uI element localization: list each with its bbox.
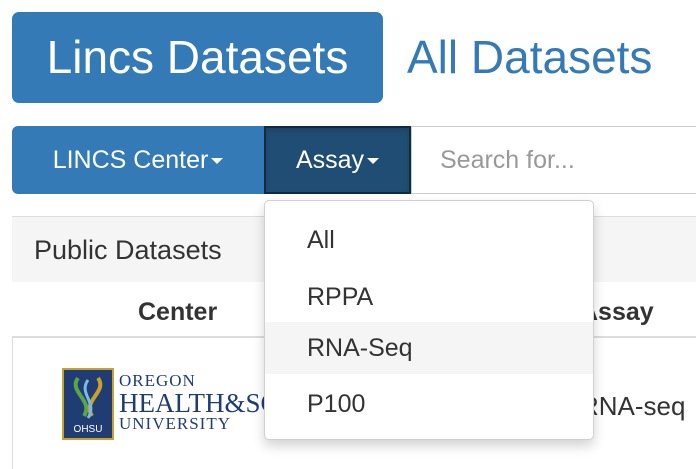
- lincs-center-label: LINCS Center: [52, 146, 209, 174]
- assay-label: Assay: [295, 146, 365, 174]
- dropdown-item-p100[interactable]: P100: [307, 390, 366, 418]
- ohsu-badge-icon: OHSU: [62, 368, 114, 440]
- column-header-center[interactable]: Center: [138, 298, 218, 326]
- tab-all-datasets[interactable]: All Datasets: [407, 31, 653, 83]
- assay-dropdown-menu: All RPPA RNA-Seq P100: [264, 200, 594, 440]
- search-input[interactable]: [411, 126, 696, 194]
- assay-dropdown-button[interactable]: Assay: [264, 126, 411, 194]
- table-left-border: [12, 336, 13, 469]
- tab-lincs-datasets[interactable]: Lincs Datasets: [12, 12, 383, 103]
- caret-down-icon: [211, 158, 224, 165]
- table-cell-assay: RNA-seq: [580, 391, 686, 421]
- panel-title: Public Datasets: [34, 235, 222, 265]
- lincs-center-dropdown-button[interactable]: LINCS Center: [12, 126, 264, 194]
- dropdown-item-rna-seq[interactable]: RNA-Seq: [265, 322, 593, 374]
- logo-line-3: UNIVERSITY: [119, 414, 231, 433]
- ohsu-badge-text: OHSU: [74, 424, 103, 435]
- dropdown-item-rppa[interactable]: RPPA: [307, 283, 374, 311]
- caret-down-icon: [367, 158, 380, 165]
- dropdown-item-all[interactable]: All: [307, 226, 335, 254]
- logo-line-1: OREGON: [119, 371, 196, 390]
